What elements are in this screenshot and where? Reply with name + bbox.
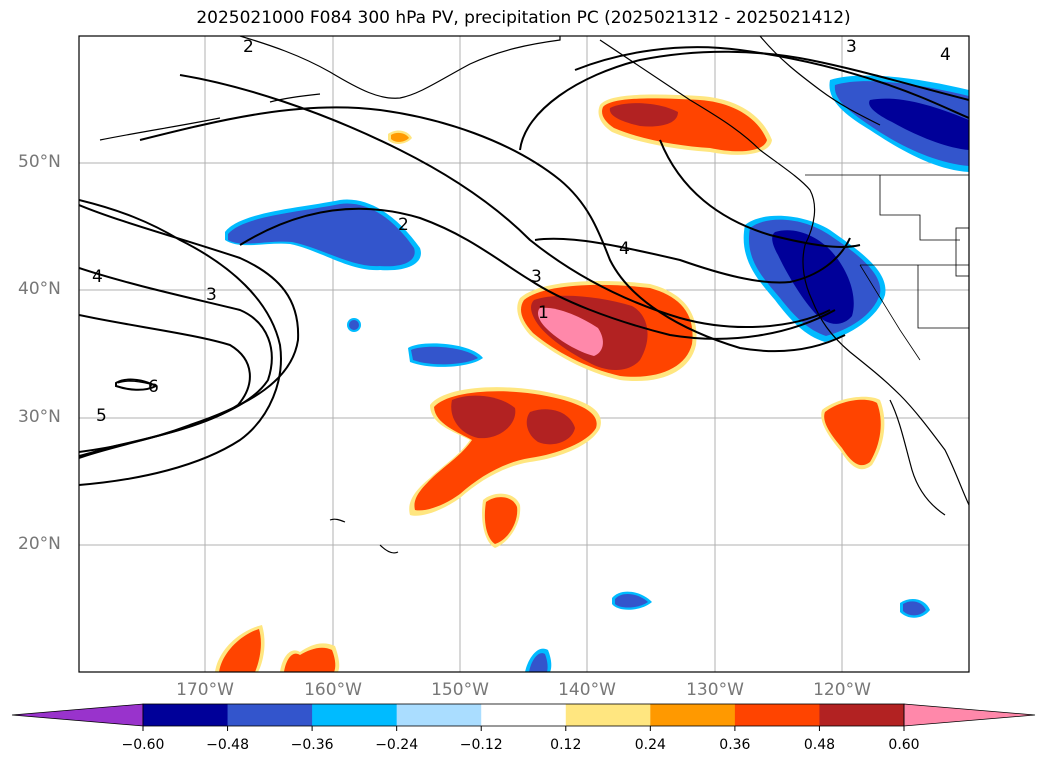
colorbar-segments [143, 704, 905, 726]
lon-label-130w: 130°W [686, 680, 744, 700]
map-panel: 1 2 3 4 5 6 2 3 4 3 4 [79, 36, 969, 672]
pv-contours [79, 46, 969, 486]
colorbar-segment [143, 704, 229, 726]
colorbar-extend-left [11, 703, 144, 727]
colorbar-tick-label: −0.48 [206, 737, 249, 753]
colorbar-tick-label: 0.48 [803, 737, 836, 753]
colorbar [11, 703, 1036, 731]
colorbar-segment [565, 704, 651, 726]
map-frame [78, 35, 970, 673]
colorbar-segment [227, 704, 313, 726]
lon-label-140w: 140°W [558, 680, 616, 700]
contour-label: 3 [531, 267, 542, 287]
lat-label-50n: 50°N [18, 152, 61, 172]
colorbar-tick-label: 0.60 [888, 737, 920, 753]
colorbar-segment [396, 704, 482, 726]
boundaries [805, 174, 969, 361]
colorbar-tick-label: 0.24 [634, 737, 666, 753]
lat-label-20n: 20°N [18, 534, 61, 554]
colorbar-tick-label: 0.12 [550, 737, 582, 753]
contour-label: 3 [846, 37, 857, 57]
lat-label-40n: 40°N [18, 279, 61, 299]
colorbar-segment [312, 704, 398, 726]
positive-precip-regions [215, 94, 885, 672]
contour-label: 6 [148, 377, 159, 397]
contour-label: 4 [92, 267, 103, 287]
lat-label-30n: 30°N [18, 407, 61, 427]
lon-label-160w: 160°W [304, 680, 362, 700]
lon-label-150w: 150°W [431, 680, 489, 700]
colorbar-segment [734, 704, 820, 726]
colorbar-segment [650, 704, 736, 726]
contour-label: 2 [398, 215, 409, 235]
colorbar-tick-label: 0.36 [719, 737, 751, 753]
colorbar-tick-label: −0.60 [121, 737, 165, 753]
colorbar-tick-label: −0.36 [290, 737, 334, 753]
contour-label: 1 [538, 303, 549, 323]
colorbar-tick-label: −0.12 [459, 737, 503, 753]
coastlines [99, 36, 969, 554]
colorbar-segment [481, 704, 567, 726]
contour-label: 5 [96, 406, 107, 426]
colorbar-extend-right [903, 703, 1036, 727]
contour-label: 3 [206, 285, 217, 305]
contour-label: 4 [619, 239, 630, 259]
contour-label: 4 [940, 45, 951, 65]
colorbar-segment [819, 704, 905, 726]
lon-label-170w: 170°W [176, 680, 234, 700]
pv-contour-labels: 1 2 3 4 5 6 2 3 4 3 4 [92, 37, 951, 426]
map-title: 2025021000 F084 300 hPa PV, precipitatio… [196, 8, 851, 28]
colorbar-tick-label: −0.24 [375, 737, 419, 753]
contour-label: 2 [243, 37, 254, 57]
lon-label-120w: 120°W [813, 680, 871, 700]
